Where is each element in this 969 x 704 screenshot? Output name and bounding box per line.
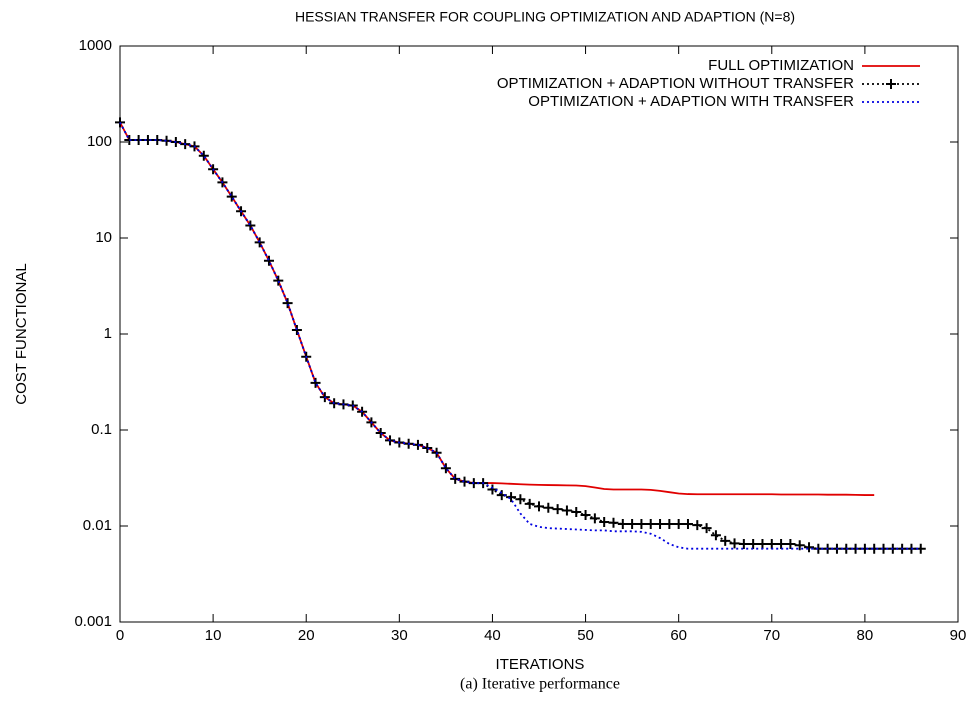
marker — [422, 442, 433, 453]
marker — [515, 494, 526, 505]
series-line — [119, 121, 921, 550]
x-tick-label: 20 — [298, 627, 315, 644]
marker — [701, 523, 712, 534]
marker — [115, 117, 125, 128]
marker — [673, 518, 684, 529]
marker — [198, 150, 209, 161]
y-tick-label: 0.01 — [83, 517, 112, 534]
marker — [291, 325, 302, 336]
marker — [645, 518, 656, 529]
x-tick-label: 40 — [484, 627, 501, 644]
series-line — [119, 121, 875, 496]
marker — [263, 255, 274, 266]
marker — [571, 506, 582, 517]
marker — [682, 518, 693, 529]
marker — [580, 510, 591, 521]
marker — [543, 502, 554, 513]
x-tick-label: 70 — [763, 627, 780, 644]
marker — [589, 513, 600, 524]
marker — [886, 79, 896, 89]
legend-label: FULL OPTIMIZATION — [708, 57, 854, 74]
x-tick-label: 80 — [857, 627, 874, 644]
marker — [506, 492, 517, 503]
marker — [310, 377, 321, 388]
marker — [608, 517, 619, 528]
marker — [282, 298, 293, 309]
marker — [617, 518, 628, 529]
y-tick-label: 1000 — [79, 37, 112, 54]
marker — [804, 542, 815, 553]
marker — [636, 518, 647, 529]
marker — [766, 538, 777, 549]
x-axis-label: ITERATIONS — [496, 656, 585, 673]
y-tick-label: 0.1 — [91, 421, 112, 438]
marker — [375, 428, 386, 439]
marker — [440, 463, 451, 474]
legend-label: OPTIMIZATION + ADAPTION WITH TRANSFER — [528, 93, 854, 110]
marker — [710, 530, 721, 541]
marker — [552, 504, 563, 515]
marker — [729, 538, 740, 549]
marker — [748, 538, 759, 549]
legend-label: OPTIMIZATION + ADAPTION WITHOUT TRANSFER — [497, 75, 854, 92]
marker — [254, 237, 265, 248]
marker — [599, 517, 610, 528]
plot-frame — [119, 45, 959, 623]
marker — [226, 191, 237, 202]
y-tick-label: 0.001 — [74, 613, 112, 630]
marker — [524, 498, 535, 509]
marker — [534, 501, 544, 512]
chart-title: HESSIAN TRANSFER FOR COUPLING OPTIMIZATI… — [295, 9, 795, 25]
y-tick-label: 100 — [87, 133, 112, 150]
marker — [785, 538, 796, 549]
x-tick-label: 0 — [116, 627, 124, 644]
marker — [561, 505, 572, 516]
marker — [450, 473, 461, 484]
x-tick-label: 90 — [950, 627, 967, 644]
marker — [738, 538, 749, 549]
marker — [776, 538, 787, 549]
marker — [124, 134, 135, 145]
y-axis-label: COST FUNCTIONAL — [13, 263, 30, 404]
x-tick-label: 30 — [391, 627, 408, 644]
x-tick-label: 50 — [577, 627, 594, 644]
x-tick-label: 60 — [670, 627, 687, 644]
marker — [273, 275, 284, 286]
y-tick-label: 1 — [104, 325, 112, 342]
marker — [794, 540, 805, 551]
marker — [664, 518, 675, 529]
marker — [692, 520, 703, 531]
y-tick-label: 10 — [95, 229, 112, 246]
marker — [245, 220, 256, 231]
marker — [627, 518, 638, 529]
marker — [720, 535, 731, 546]
marker — [655, 518, 666, 529]
caption: (a) Iterative performance — [460, 676, 620, 693]
marker — [757, 538, 768, 549]
x-tick-label: 10 — [205, 627, 222, 644]
